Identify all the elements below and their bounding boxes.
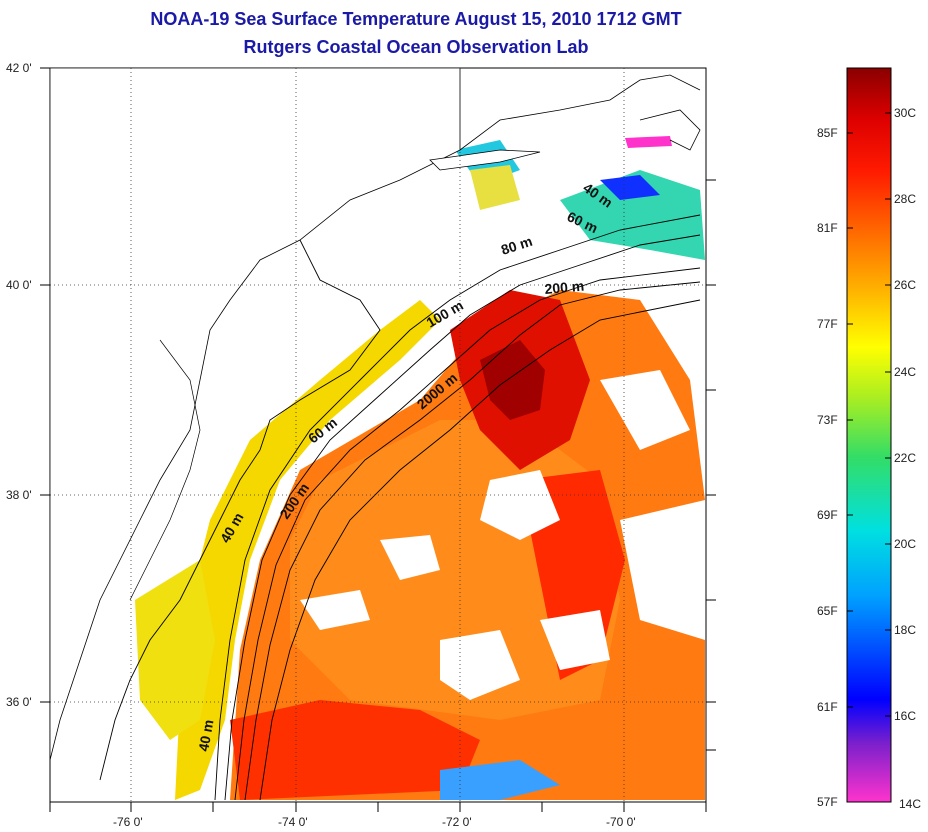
lat-label: 36 0' xyxy=(6,695,32,709)
bathymetry-contour-200m xyxy=(244,281,701,801)
colorbar-f-label: 69F xyxy=(817,508,838,522)
cloud-gap xyxy=(380,535,440,580)
new-jersey-coast xyxy=(259,239,381,451)
cloud-gap xyxy=(480,470,560,540)
colorbar-f-label: 57F xyxy=(817,795,838,809)
lon-label: -76 0' xyxy=(113,815,143,829)
bathymetry-contour-60m xyxy=(224,234,701,801)
colorbar-f-label: 77F xyxy=(817,317,838,331)
colorbar-c-label: 30C xyxy=(894,106,916,120)
colorbar-c-label: 28C xyxy=(894,192,916,206)
long-island xyxy=(429,149,541,171)
colorbar-c-label: 16C xyxy=(894,709,916,723)
cloud-gap xyxy=(440,630,520,700)
contour-label: 40 m xyxy=(195,718,216,752)
colorbar-c-label: 18C xyxy=(894,623,916,637)
lat-label: 40 0' xyxy=(6,278,32,292)
yellow-ny-bight-patch xyxy=(470,165,520,210)
contour-label: 200 m xyxy=(544,278,585,297)
cloud-gap xyxy=(540,610,610,670)
map-title: NOAA-19 Sea Surface Temperature August 1… xyxy=(150,9,682,29)
colorbar-ticks xyxy=(847,112,891,803)
sst-data-layer xyxy=(50,68,706,802)
colorbar-c-label: 22C xyxy=(894,451,916,465)
shelf-yellow-south xyxy=(135,560,215,740)
land-mass xyxy=(50,68,461,761)
bathymetry-contour-80m xyxy=(234,267,701,801)
southern-blue-patch xyxy=(440,760,560,800)
colorbar-c-label: 14C xyxy=(899,797,921,811)
bathymetry-contour-2000m xyxy=(259,299,701,801)
chesapeake-bay-outline xyxy=(129,339,201,601)
southern-warm-band xyxy=(230,700,480,800)
lon-label: -70 0' xyxy=(606,815,636,829)
new-england-coast xyxy=(459,74,701,151)
colorbar-f-label: 73F xyxy=(817,413,838,427)
cape-cod xyxy=(639,109,701,151)
colorbar-c-label: 24C xyxy=(894,365,916,379)
bathymetry-contour-40m xyxy=(214,214,701,801)
cloud-gap xyxy=(300,590,370,630)
lon-label: -72 0' xyxy=(442,815,472,829)
colorbar-f-label: 81F xyxy=(817,221,838,235)
temperature-colorbar xyxy=(846,67,892,803)
magenta-cold-patch xyxy=(625,136,672,148)
colorbar-f-label: 65F xyxy=(817,604,838,618)
colorbar-f-label: 61F xyxy=(817,700,838,714)
shelf-yellow-band xyxy=(175,300,440,800)
cloud-gap xyxy=(600,370,690,450)
lat-label: 42 0' xyxy=(6,61,32,75)
frame-ticks xyxy=(40,67,716,812)
lon-label: -74 0' xyxy=(278,815,308,829)
colorbar-c-label: 26C xyxy=(894,278,916,292)
blue-cold-patch xyxy=(600,175,660,200)
delmarva-coast xyxy=(99,449,261,781)
lat-label: 38 0' xyxy=(6,488,32,502)
gulf-stream-core xyxy=(480,340,545,420)
map-subtitle: Rutgers Coastal Ocean Observation Lab xyxy=(243,37,589,57)
cloud-gap xyxy=(620,500,705,640)
colorbar-c-label: 20C xyxy=(894,537,916,551)
graticule xyxy=(50,68,706,802)
colorbar-f-label: 85F xyxy=(817,126,838,140)
